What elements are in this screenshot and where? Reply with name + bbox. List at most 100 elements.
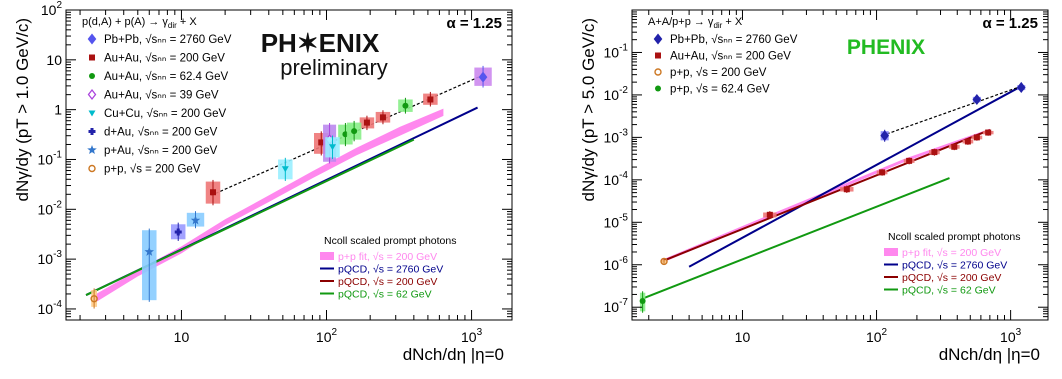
legend-entry: Cu+Cu, √sₙₙ = 200 GeV bbox=[88, 107, 227, 120]
legend-label: Cu+Cu, √sₙₙ = 200 GeV bbox=[104, 107, 227, 120]
tick-mantissa: 10 bbox=[38, 251, 54, 267]
alpha-fit-line bbox=[881, 85, 1022, 137]
y-axis-title: dNγ/dy (pT > 5.0 GeV/c) bbox=[579, 18, 598, 201]
legend-marker bbox=[89, 73, 95, 79]
y-tick-label: 1 bbox=[54, 102, 62, 118]
legend-marker bbox=[88, 164, 96, 173]
legend-label: Au+Au, √sₙₙ = 62.4 GeV bbox=[104, 70, 228, 83]
plot-frame bbox=[631, 9, 1049, 321]
legend-label: Au+Au, √sₙₙ = 200 GeV bbox=[104, 52, 225, 65]
tick-mantissa: 10 bbox=[38, 201, 54, 217]
legend-swatch bbox=[884, 248, 898, 256]
bottom-legend-label: pQCD, √s = 200 GeV bbox=[338, 276, 437, 288]
data-point bbox=[931, 149, 938, 156]
data-point bbox=[906, 157, 913, 164]
legend-marker bbox=[653, 33, 663, 45]
legend-marker bbox=[87, 88, 97, 101]
alpha-label: α = 1.25 bbox=[982, 15, 1038, 32]
bottom-legend-title: Ncoll scaled prompt photons bbox=[888, 231, 1021, 243]
bottom-legend-label: pQCD, √s = 2760 GeV bbox=[338, 264, 443, 276]
tick-exponent: -3 bbox=[53, 249, 62, 260]
alpha-label: α = 1.25 bbox=[446, 15, 502, 32]
legend-entry: Au+Au, √sₙₙ = 39 GeV bbox=[87, 88, 219, 102]
data-point bbox=[880, 130, 890, 142]
tick-exponent: -7 bbox=[619, 297, 628, 308]
pqcd-line bbox=[85, 138, 415, 296]
data-point bbox=[90, 295, 98, 303]
data-point bbox=[318, 139, 325, 146]
legend-label: p+p, √s = 200 GeV bbox=[104, 163, 201, 176]
legend-label: Au+Au, √sₙₙ = 39 GeV bbox=[104, 89, 219, 102]
bottom-legend-entry: pQCD, √s = 62 GeV bbox=[884, 285, 996, 297]
bottom-legend-label: p+p fit, √s = 200 GeV bbox=[338, 251, 437, 263]
y-tick-label: 102 bbox=[41, 0, 63, 18]
data-point bbox=[363, 119, 370, 126]
legend-marker bbox=[89, 54, 95, 61]
legend-label: p+Au, √sₙₙ = 200 GeV bbox=[104, 144, 218, 157]
legend-entry: Au+Au, √sₙₙ = 200 GeV bbox=[655, 50, 791, 63]
data-point bbox=[281, 166, 289, 173]
cross-bar-v bbox=[90, 128, 94, 135]
data-point bbox=[174, 228, 182, 236]
bottom-legend-label: pQCD, √s = 62 GeV bbox=[338, 289, 432, 301]
legend-entry: p+Au, √sₙₙ = 200 GeV bbox=[87, 144, 218, 157]
preliminary-label: preliminary bbox=[280, 55, 388, 80]
y-tick-label: 10-6 bbox=[604, 255, 629, 273]
legend-swatch bbox=[320, 252, 334, 260]
legend-marker bbox=[655, 52, 661, 59]
tick-exponent: 3 bbox=[477, 327, 483, 338]
tick-mantissa: 10 bbox=[316, 329, 332, 345]
tick-exponent: -6 bbox=[619, 255, 628, 266]
legend-title-main: A+A/p+p → γ bbox=[648, 16, 714, 28]
tick-exponent: -2 bbox=[53, 199, 62, 210]
y-tick-label: 10 bbox=[46, 52, 62, 68]
bottom-legend-label: pQCD, √s = 200 GeV bbox=[902, 272, 1001, 284]
tick-exponent: 2 bbox=[882, 327, 888, 338]
tick-mantissa: 10 bbox=[604, 87, 620, 103]
data-point bbox=[766, 211, 773, 218]
bottom-legend-entry: pQCD, √s = 2760 GeV bbox=[884, 260, 1007, 272]
tick-mantissa: 10 bbox=[604, 44, 620, 60]
y-tick-label: 10-2 bbox=[604, 85, 629, 103]
data-point bbox=[427, 96, 434, 103]
pqcd-line bbox=[688, 85, 1022, 268]
bottom-legend-label: pQCD, √s = 2760 GeV bbox=[902, 260, 1007, 272]
bottom-legend-title: Ncoll scaled prompt photons bbox=[324, 235, 457, 247]
legend-title-end: + X bbox=[722, 16, 743, 28]
legend-entry: p+p, √s = 200 GeV bbox=[654, 66, 767, 79]
legend-title-sub: dir bbox=[713, 21, 722, 30]
bottom-legend-entry: pQCD, √s = 200 GeV bbox=[320, 276, 437, 288]
data-point bbox=[144, 246, 154, 256]
data-point bbox=[951, 143, 958, 150]
y-tick-label: 10-3 bbox=[38, 249, 63, 267]
legend-entry: Au+Au, √sₙₙ = 62.4 GeV bbox=[89, 70, 228, 83]
tick-exponent: -2 bbox=[619, 85, 628, 96]
y-tick-label: 10-4 bbox=[604, 170, 629, 188]
bottom-legend-entry: pQCD, √s = 200 GeV bbox=[884, 272, 1001, 284]
tick-exponent: -3 bbox=[619, 127, 628, 138]
tick-exponent: 3 bbox=[1016, 327, 1022, 338]
tick-mantissa: 10 bbox=[41, 2, 57, 18]
x-tick-label: 103 bbox=[461, 327, 483, 345]
legend-entry: Pb+Pb, √sₙₙ = 2760 GeV bbox=[87, 33, 232, 46]
y-tick-label: 10-4 bbox=[38, 299, 63, 317]
x-tick-label: 10 bbox=[174, 329, 190, 345]
data-point bbox=[351, 128, 358, 135]
y-tick-label: 10-5 bbox=[604, 212, 629, 230]
legend-label: Au+Au, √sₙₙ = 200 GeV bbox=[670, 50, 791, 63]
data-point bbox=[843, 186, 850, 193]
tick-exponent: -1 bbox=[53, 149, 62, 160]
tick-mantissa: 10 bbox=[604, 172, 620, 188]
y-axis-title: dNγ/dy (pT > 1.0 GeV/c) bbox=[13, 18, 32, 201]
bottom-legend-entry: p+p fit, √s = 200 GeV bbox=[884, 247, 1001, 259]
tick-mantissa: 10 bbox=[38, 301, 54, 317]
legend-entry: Au+Au, √sₙₙ = 200 GeV bbox=[89, 52, 225, 65]
legend-label: Pb+Pb, √sₙₙ = 2760 GeV bbox=[104, 33, 232, 46]
tick-mantissa: 10 bbox=[604, 257, 620, 273]
data-point bbox=[478, 71, 488, 83]
tick-mantissa: 10 bbox=[604, 129, 620, 145]
x-axis-title: dNch/dη |η=0 bbox=[403, 345, 504, 364]
legend-title: p(d,A) + p(A) → γdir + X bbox=[82, 16, 197, 30]
bottom-legend-label: p+p fit, √s = 200 GeV bbox=[902, 247, 1001, 259]
